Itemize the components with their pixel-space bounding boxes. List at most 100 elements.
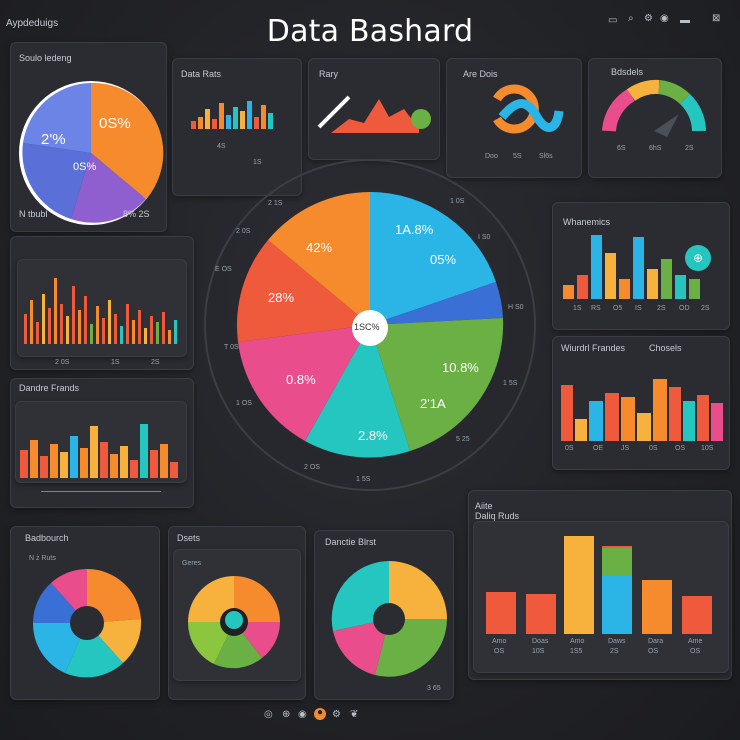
axis-label: 0S xyxy=(649,445,658,452)
pie-label: 2'1A xyxy=(420,396,446,411)
axis-label: Doo xyxy=(485,153,498,160)
pie-label: 42% xyxy=(306,240,333,255)
panel-pie-left: Soulo ledeng 2'% 0S% 0S% N tbubl 8% 2S xyxy=(10,42,167,232)
donut-chart-1 xyxy=(32,568,142,678)
ring-label: 1 5S xyxy=(503,380,518,387)
bar-group xyxy=(563,233,713,299)
gear-icon[interactable]: ⚙ xyxy=(644,13,653,24)
line-chart xyxy=(317,95,431,133)
panel-subtitle: N ż Ruts xyxy=(29,555,56,562)
panel-bars-left-2: 2 0S 1S 2S xyxy=(10,236,194,370)
pie-slice-purple xyxy=(71,153,146,223)
donut-chart-3 xyxy=(331,561,447,677)
pie-slice-lightblue xyxy=(23,83,91,153)
panel-bars-big: Aiite Daliq Ruds Amo Doas Amo Daws Dara … xyxy=(468,490,732,680)
pie-label: 0.8% xyxy=(286,372,316,387)
user-icon[interactable]: ◉ xyxy=(298,709,307,720)
panel-title: Soulo ledeng xyxy=(19,53,72,63)
bar xyxy=(261,105,266,129)
bar-area xyxy=(17,259,187,357)
panel-donut-3: Danctie Blrst 3 65 xyxy=(314,530,454,700)
axis-label: OS xyxy=(690,648,701,655)
axis-label: 2S xyxy=(610,648,619,655)
progress-line xyxy=(41,491,161,492)
pie-chart-left xyxy=(19,81,164,225)
axis-label: 2 0S xyxy=(55,359,70,366)
bar-area: Amo Doas Amo Daws Dara Ame OS 10S 1S5 2S… xyxy=(473,521,729,673)
axis-label: Daws xyxy=(608,638,626,645)
ring-label: I S0 xyxy=(478,234,491,241)
axis-label: 6S xyxy=(617,145,626,152)
close-icon[interactable]: ⊠ xyxy=(712,13,721,24)
axis-label: 4S xyxy=(217,143,226,150)
axis-label: Dara xyxy=(648,638,664,645)
panel-right-1: Whanemics ⊕ 1S RS O5 IS 2S OD 2S xyxy=(552,202,730,330)
panel-donut-2: Dsets Geres xyxy=(168,526,306,700)
axis-label: Sl6s xyxy=(539,153,553,160)
bar-group xyxy=(482,536,720,634)
panel-title: Rary xyxy=(319,69,339,79)
expand-icon[interactable]: ⊕ xyxy=(685,245,711,271)
axis-label: Amo xyxy=(570,638,585,645)
panel-subtitle: Daliq Ruds xyxy=(475,511,520,521)
footer-left: N tbubl xyxy=(19,209,48,219)
ring-label: H S0 xyxy=(508,304,524,311)
panel-donut-1: Badbourch N ż Ruts xyxy=(10,526,160,700)
axis-label: OE xyxy=(593,445,604,452)
panel-arc: Are Dois Doo 5S Sl6s xyxy=(446,58,582,178)
axis-label: OD xyxy=(679,305,690,312)
bar-group xyxy=(20,414,184,478)
pie-slice-blue xyxy=(370,191,496,325)
axis-label: 1S xyxy=(253,159,262,166)
panel-title: Dsets xyxy=(177,533,201,543)
bar-area xyxy=(15,401,187,483)
ring-label: 1 OS xyxy=(236,400,252,407)
globe-icon[interactable]: ⊕ xyxy=(282,709,291,720)
axis-label: Amo xyxy=(492,638,507,645)
nav-bar-icon[interactable]: ▬ xyxy=(680,15,690,26)
user-icon[interactable]: ◉ xyxy=(660,13,669,24)
panel-title: Bdsdels xyxy=(611,67,644,77)
menu-icon[interactable]: ▭ xyxy=(608,15,618,26)
axis-label: 2S xyxy=(151,359,160,366)
panel-title-right: Chosels xyxy=(649,343,682,353)
axis-label: JS xyxy=(621,445,630,452)
axis-label: RS xyxy=(591,305,601,312)
panel-title: Dandre Frands xyxy=(19,383,80,393)
circle-icon[interactable]: ◎ xyxy=(264,709,273,720)
axis-label: Ame xyxy=(688,638,703,645)
pie-label-1: 2'% xyxy=(41,131,66,148)
fire-icon[interactable]: ● xyxy=(314,708,326,720)
bar-group xyxy=(191,99,283,129)
pie-slice-navy xyxy=(370,282,503,325)
ring-label: 1 5S xyxy=(356,476,371,483)
gear-icon[interactable]: ⚙ xyxy=(332,709,341,720)
ring-label: 2 1S xyxy=(268,200,283,207)
pie-label-3: 0S% xyxy=(73,161,97,173)
bar xyxy=(205,109,210,129)
axis-label: OS xyxy=(494,648,505,655)
pie-slice-pink xyxy=(238,325,370,441)
bar-group xyxy=(561,367,725,441)
axis-label: 0S xyxy=(565,445,574,452)
panel-title: Aiite xyxy=(475,501,493,511)
pie-slice-teal xyxy=(305,325,410,458)
panel-line-1: Rary xyxy=(308,58,440,160)
panel-bars-left-3: Dandre Frands xyxy=(10,378,194,508)
axis-label: 10S xyxy=(532,648,545,655)
bar-group xyxy=(24,274,180,344)
pie-label-2: 0S% xyxy=(99,115,131,132)
leaf-icon[interactable]: ❦ xyxy=(350,709,359,720)
donut-chart-2 xyxy=(187,576,280,669)
search-icon[interactable]: ⌕ xyxy=(628,13,634,24)
panel-title: Whanemics xyxy=(563,217,611,227)
bar xyxy=(219,103,224,129)
bar xyxy=(254,117,259,129)
bar xyxy=(212,119,217,129)
pie-slice-green xyxy=(370,318,504,451)
axis-label: 1S5 xyxy=(570,648,583,655)
pie-label: 10.8% xyxy=(442,360,479,375)
axis-label: OS xyxy=(675,445,686,452)
panel-title: Danctie Blrst xyxy=(325,537,377,547)
